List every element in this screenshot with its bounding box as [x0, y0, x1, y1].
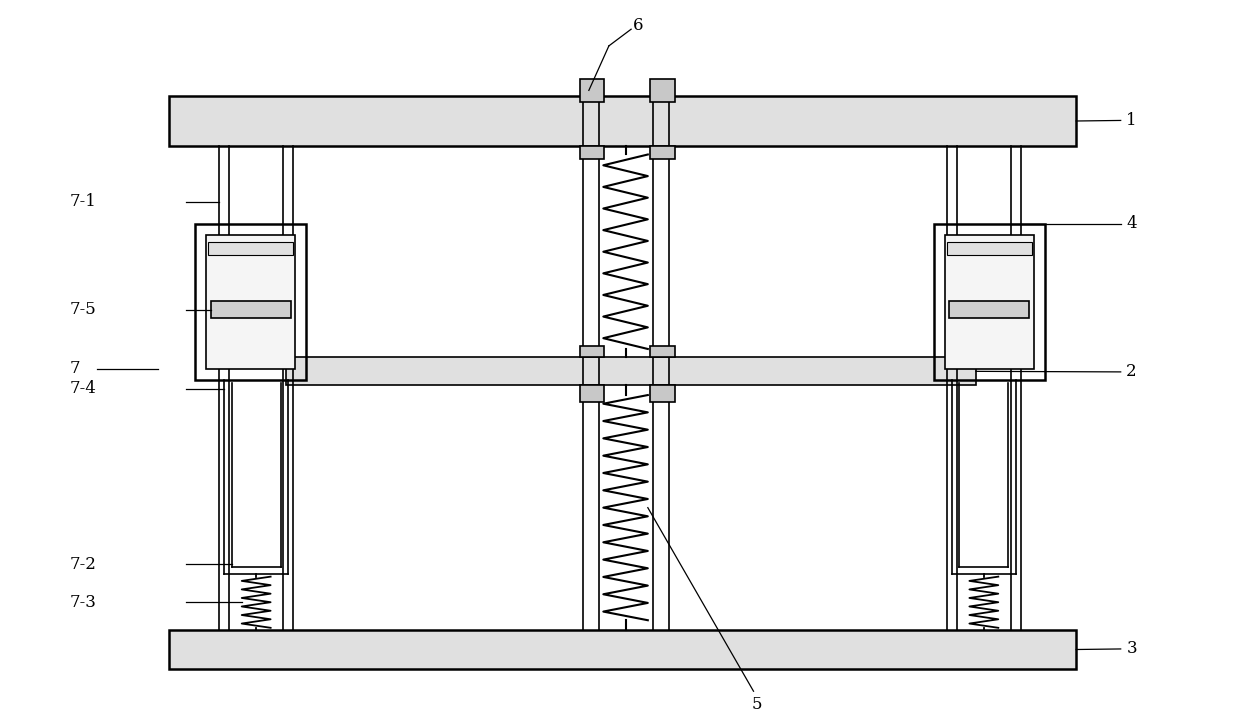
Bar	[208, 242, 293, 255]
Bar	[650, 346, 675, 357]
Bar	[950, 301, 1029, 319]
Bar	[580, 146, 604, 160]
Bar	[934, 224, 1045, 380]
Text: 7: 7	[69, 360, 79, 377]
Text: 1: 1	[1126, 112, 1137, 129]
Text: 7-4: 7-4	[69, 380, 97, 397]
Bar	[170, 96, 1076, 146]
Text: 2: 2	[1126, 364, 1137, 380]
Text: 4: 4	[1126, 216, 1137, 232]
Text: 5: 5	[751, 696, 761, 713]
Bar	[580, 79, 604, 102]
Bar	[580, 346, 604, 357]
Bar	[195, 224, 306, 380]
Text: 6: 6	[634, 17, 644, 34]
Text: 7-1: 7-1	[69, 193, 97, 210]
Bar	[650, 79, 675, 102]
Bar	[945, 235, 1034, 369]
Bar	[211, 301, 290, 319]
Bar	[947, 242, 1032, 255]
Bar	[580, 386, 604, 402]
Bar	[650, 146, 675, 160]
Bar	[286, 357, 976, 386]
Bar	[650, 386, 675, 402]
Bar	[170, 630, 1076, 669]
Text: 7-5: 7-5	[69, 301, 95, 318]
Text: 7-3: 7-3	[69, 594, 97, 611]
Bar	[206, 235, 295, 369]
Text: 7-2: 7-2	[69, 556, 97, 573]
Text: 3: 3	[1126, 640, 1137, 658]
